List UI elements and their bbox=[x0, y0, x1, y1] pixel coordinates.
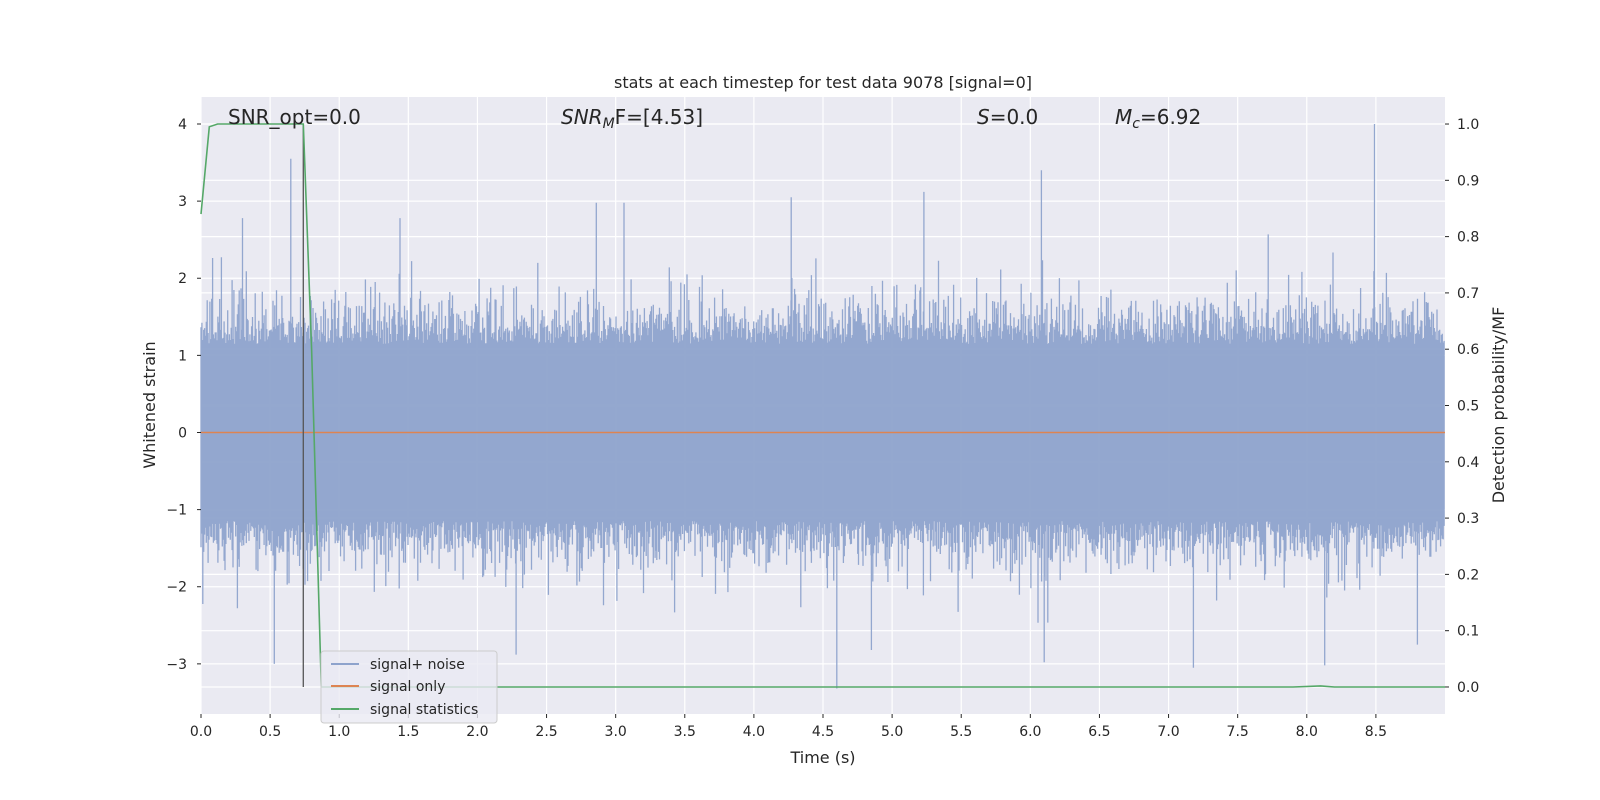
legend-label-signal-noise: signal+ noise bbox=[370, 657, 465, 673]
x-tick-label: 7.5 bbox=[1227, 724, 1249, 740]
legend-label-signal-statistics: signal statistics bbox=[370, 702, 478, 718]
legend: signal+ noise signal only signal statist… bbox=[320, 650, 498, 724]
x-tick-label: 8.0 bbox=[1296, 724, 1318, 740]
x-tick-label: 4.5 bbox=[812, 724, 834, 740]
y2-axis-label: Detection probability/MF bbox=[1489, 307, 1508, 504]
x-tick-label: 2.5 bbox=[535, 724, 557, 740]
annotation-snr-mf: SNRMF=[4.53] bbox=[561, 105, 703, 132]
x-tick-label: 3.5 bbox=[674, 724, 696, 740]
x-tick-label: 7.0 bbox=[1157, 724, 1179, 740]
y-axis-label: Whitened strain bbox=[140, 341, 159, 468]
y-tick-label: 4 bbox=[178, 117, 187, 133]
y-tick-label: 3 bbox=[178, 194, 187, 210]
y2-tick-label: 0.0 bbox=[1457, 680, 1479, 696]
y2-tick-label: 0.6 bbox=[1457, 342, 1479, 358]
y-tick-label: 2 bbox=[178, 271, 187, 287]
y-tick-label: −3 bbox=[166, 657, 187, 673]
x-tick-label: 1.0 bbox=[328, 724, 350, 740]
annotation-s: S=0.0 bbox=[977, 105, 1038, 129]
x-tick-labels: 0.0 0.5 1.0 1.5 2.0 2.5 3.0 3.5 4.0 4.5 5.0 5.5 6.0 6… bbox=[190, 714, 1387, 740]
x-tick-label: 1.5 bbox=[397, 724, 419, 740]
chart-title: stats at each timestep for test data 907… bbox=[614, 73, 1032, 92]
y-tick-label: 0 bbox=[178, 425, 187, 441]
y-tick-label: −1 bbox=[166, 503, 187, 519]
annotation-mc: Mc=6.92 bbox=[1115, 105, 1201, 132]
y-tick-labels: −3 −2 −1 0 1 2 3 4 bbox=[166, 117, 201, 673]
y2-tick-label: 0.4 bbox=[1457, 455, 1479, 471]
legend-label-signal-only: signal only bbox=[370, 679, 445, 695]
y2-tick-label: 0.1 bbox=[1457, 624, 1479, 640]
series-signal-noise bbox=[200, 124, 1445, 689]
y2-tick-labels: 0.0 0.1 0.2 0.3 0.4 0.5 0.6 0.7 0.8 0.9 1.0 bbox=[1445, 117, 1479, 696]
legend-box bbox=[320, 650, 498, 724]
x-tick-label: 6.5 bbox=[1088, 724, 1110, 740]
y-tick-label: 1 bbox=[178, 348, 187, 364]
annotation-snr-opt: SNR_opt=0.0 bbox=[228, 105, 361, 129]
x-tick-label: 5.0 bbox=[881, 724, 903, 740]
x-tick-label: 4.0 bbox=[743, 724, 765, 740]
x-axis-label: Time (s) bbox=[789, 748, 855, 767]
y2-tick-label: 0.2 bbox=[1457, 567, 1479, 583]
x-tick-label: 0.5 bbox=[259, 724, 281, 740]
x-tick-label: 6.0 bbox=[1019, 724, 1041, 740]
x-tick-label: 5.5 bbox=[950, 724, 972, 740]
noise-strokes bbox=[200, 124, 1445, 689]
x-tick-label: 2.0 bbox=[466, 724, 488, 740]
x-tick-label: 0.0 bbox=[190, 724, 212, 740]
y-tick-label: −2 bbox=[166, 580, 187, 596]
y2-tick-label: 0.5 bbox=[1457, 399, 1479, 415]
y2-tick-label: 0.7 bbox=[1457, 286, 1479, 302]
x-tick-label: 3.0 bbox=[605, 724, 627, 740]
y2-tick-label: 0.3 bbox=[1457, 511, 1479, 527]
y2-tick-label: 1.0 bbox=[1457, 117, 1479, 133]
y2-tick-label: 0.9 bbox=[1457, 173, 1479, 189]
x-tick-label: 8.5 bbox=[1365, 724, 1387, 740]
y2-tick-label: 0.8 bbox=[1457, 230, 1479, 246]
